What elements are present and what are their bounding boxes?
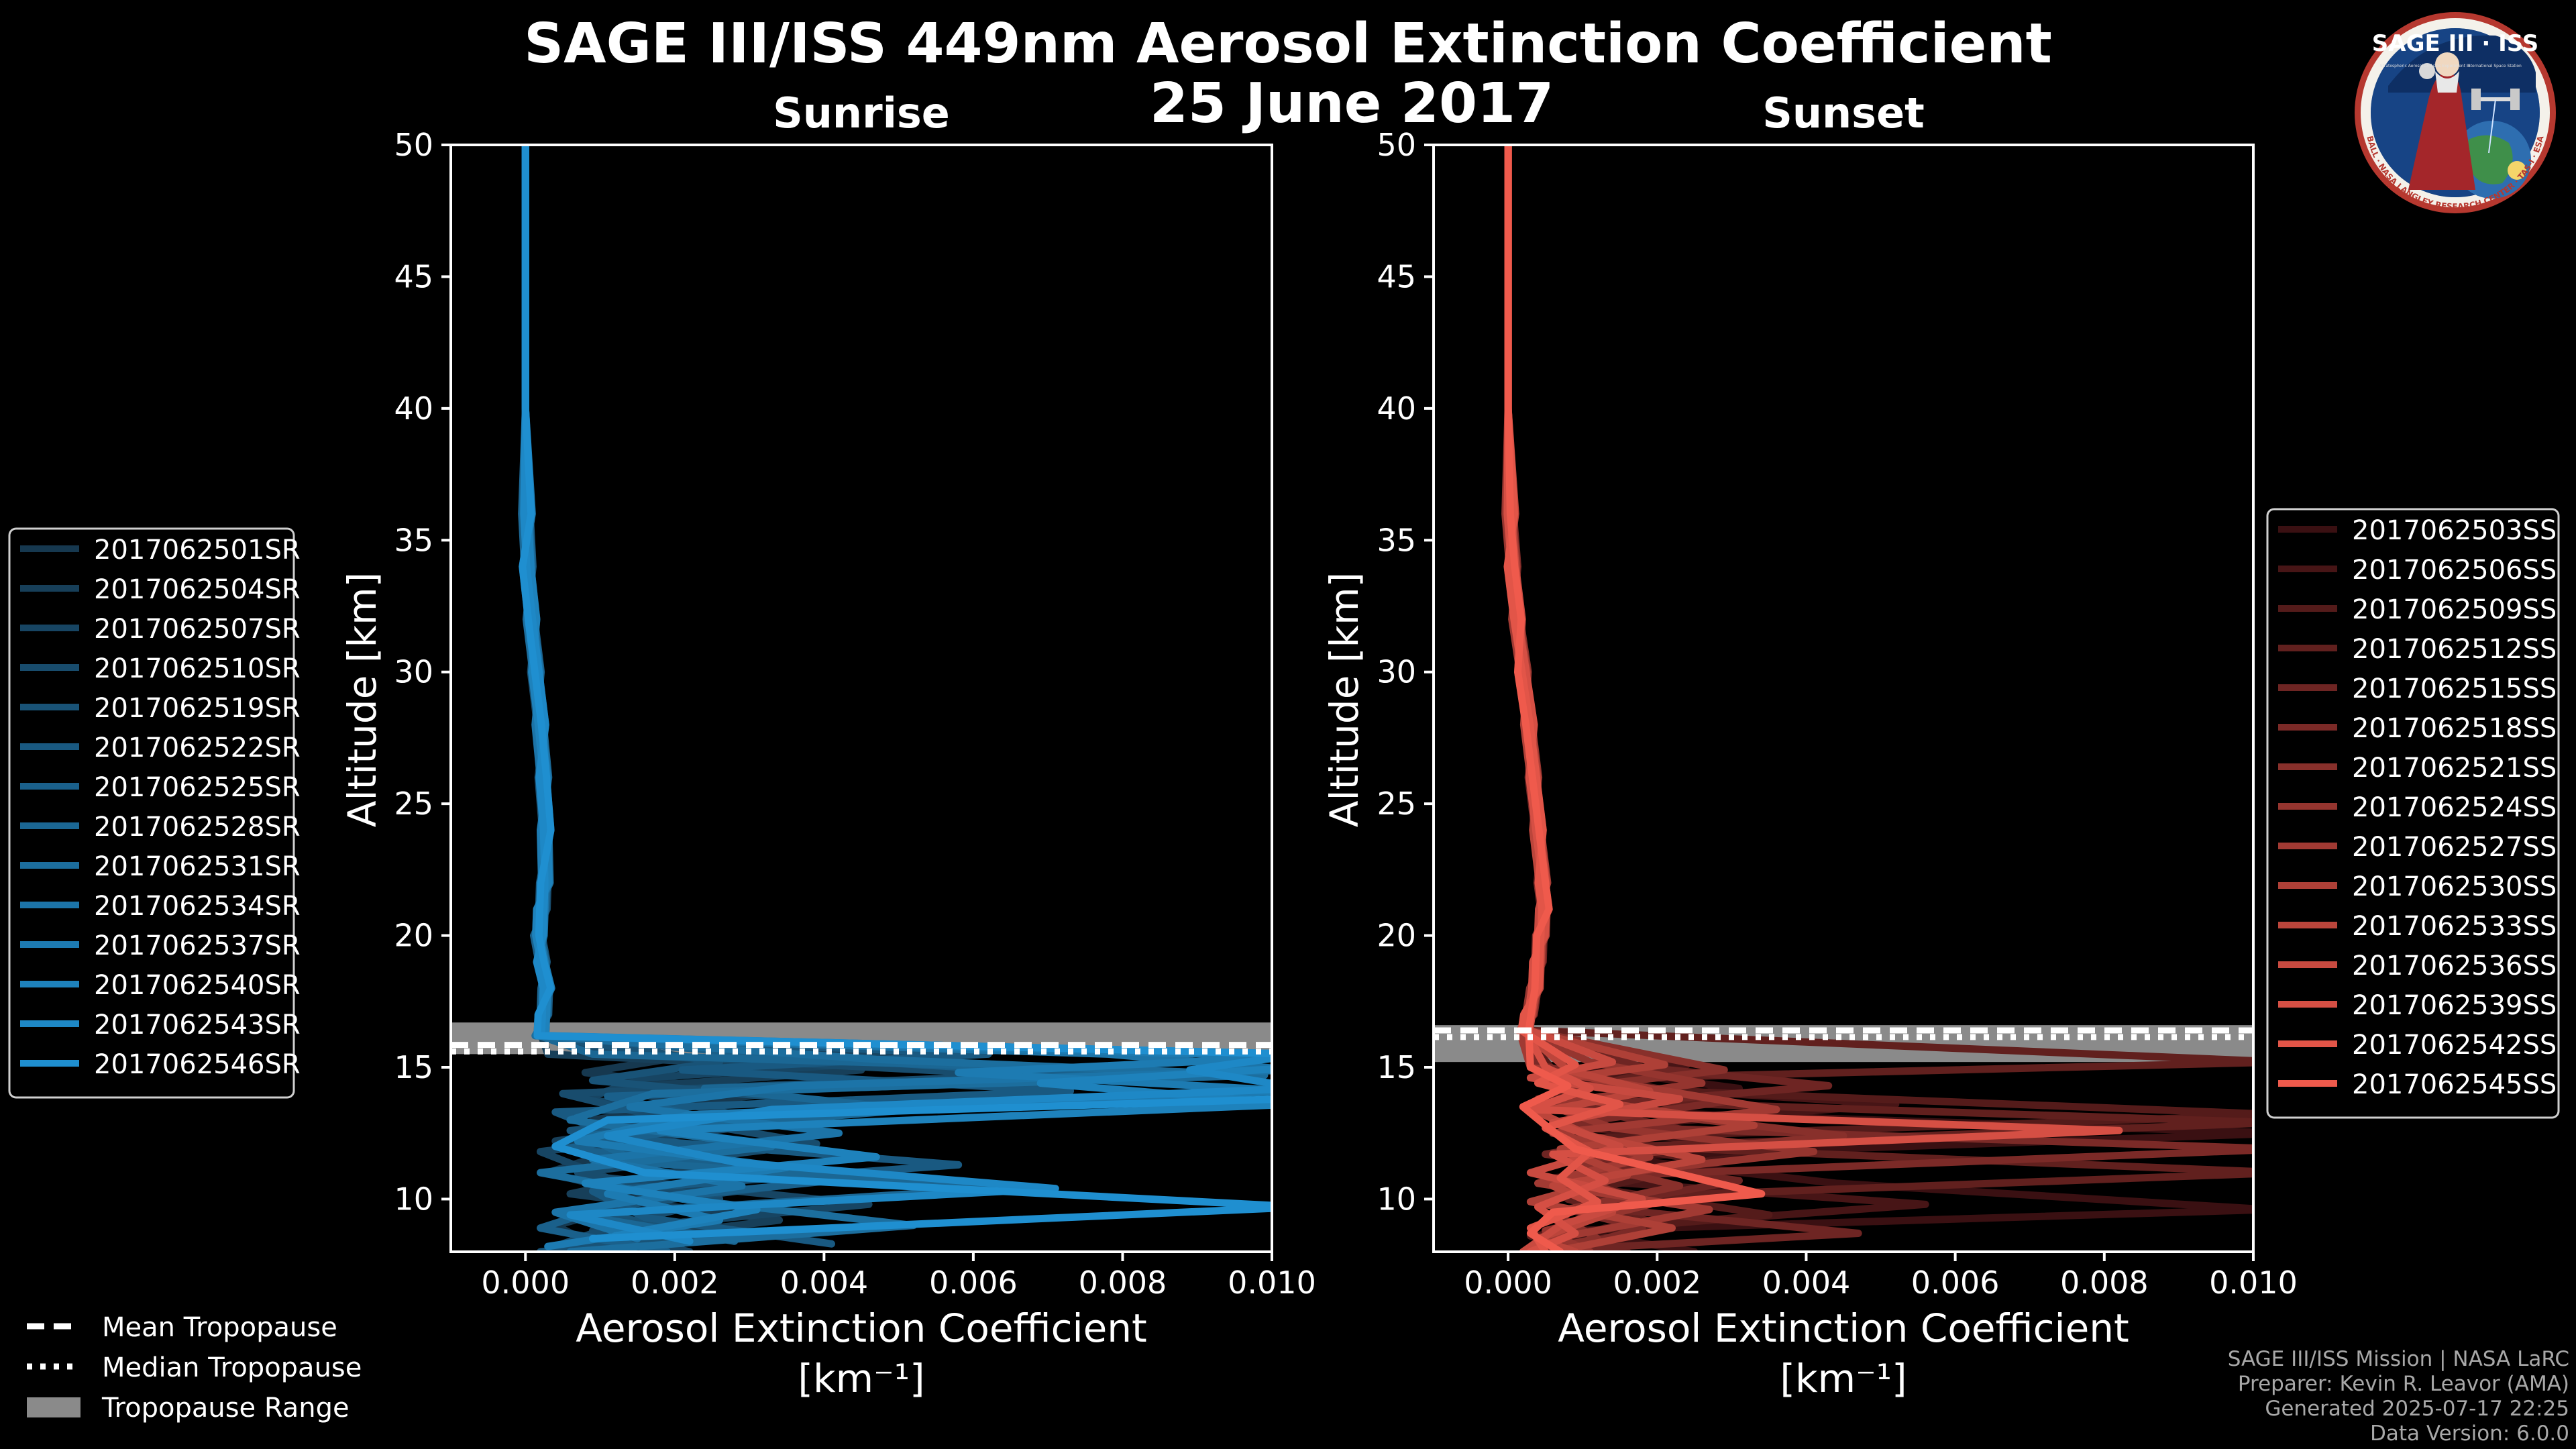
sunset-y-tick-label: 10 [1377, 1181, 1416, 1217]
sunset-panel-title: Sunset [1762, 89, 1925, 138]
logo-small-left: Stratospheric Aerosol and Gas Experiment… [2380, 64, 2471, 68]
main-title-line1: SAGE III/ISS 449nm Aerosol Extinction Co… [524, 12, 2052, 76]
sunrise-legend-box [8, 527, 295, 1099]
sunrise-y-tick-label: 35 [394, 522, 433, 558]
sunrise-y-tick-label: 50 [394, 127, 433, 163]
sunrise-legend-label: 2017062546SR [94, 1049, 301, 1080]
main-title-line2: 25 June 2017 [1150, 72, 1554, 136]
sunrise-legend-label: 2017062531SR [94, 851, 301, 882]
credits-mission: SAGE III/ISS Mission | NASA LaRC [2228, 1347, 2569, 1371]
sunset-y-tick-label: 45 [1377, 258, 1416, 294]
sunrise-panel-title: Sunrise [773, 89, 950, 138]
sunset-legend-label: 2017062506SS [2352, 555, 2557, 586]
credits-generated: Generated 2025-07-17 22:25 [2265, 1397, 2569, 1421]
sunrise-x-tick-label: 0.004 [780, 1265, 869, 1301]
sunrise-legend-label: 2017062519SR [94, 693, 301, 724]
sunrise-legend-label: 2017062528SR [94, 812, 301, 843]
sunset-legend-label: 2017062515SS [2352, 674, 2557, 704]
sunrise-series-legend: 2017062501SR 2017062504SR 2017062507SR 2017… [8, 527, 301, 1099]
sunrise-x-tick-label: 0.000 [481, 1265, 570, 1301]
sunrise-y-tick-label: 20 [394, 918, 433, 954]
sunset-y-tick-label: 40 [1377, 390, 1416, 427]
sunrise-legend-label: 2017062522SR [94, 733, 301, 763]
sunrise-series-line-2017062546SR [519, 145, 1272, 1242]
sunset-x-tick-label: 0.002 [1613, 1265, 1701, 1301]
sunset-legend-label: 2017062536SS [2352, 951, 2557, 981]
moon-icon [2419, 63, 2435, 79]
sunset-chart: 10 15 20 25 30 35 40 45 50 0.000 0.002 0.004 0.006 0.… [1377, 127, 2297, 1301]
tropopause-range-swatch [27, 1397, 80, 1417]
sunrise-legend-label: 2017062507SR [94, 614, 301, 645]
sunrise-legend-label: 2017062534SR [94, 891, 301, 922]
sunrise-x-axis-label-line2: [km⁻¹] [798, 1356, 924, 1401]
sunrise-y-tick-label: 40 [394, 390, 433, 427]
sunset-legend-label: 2017062503SS [2352, 515, 2557, 546]
sunset-y-axis-label: Altitude [km] [1322, 572, 1367, 827]
sunrise-legend-label: 2017062504SR [94, 574, 301, 605]
sun-icon [2508, 161, 2526, 180]
sunset-series-legend: 2017062503SS 2017062506SS 2017062509SS 2017… [2266, 508, 2560, 1119]
sunrise-legend-label: 2017062525SR [94, 772, 301, 803]
sunset-y-tick-label: 20 [1377, 918, 1416, 954]
sunset-y-tick-label: 35 [1377, 522, 1416, 558]
median-tropopause-label: Median Tropopause [102, 1352, 362, 1383]
credits: SAGE III/ISS Mission | NASA LaRC Prepare… [2228, 1347, 2569, 1446]
sunrise-y-tick-label: 25 [394, 786, 433, 822]
sunset-x-tick-label: 0.004 [1762, 1265, 1851, 1301]
sunset-legend-label: 2017062509SS [2352, 594, 2557, 625]
sunrise-y-tick-label: 45 [394, 258, 433, 294]
sunrise-y-tick-label: 10 [394, 1181, 433, 1217]
sunset-legend-label: 2017062521SS [2352, 753, 2557, 784]
sunset-legend-label: 2017062518SS [2352, 713, 2557, 744]
sunrise-x-tick-label: 0.008 [1079, 1265, 1167, 1301]
sunrise-legend-label: 2017062543SR [94, 1010, 301, 1040]
sunrise-y-tick-label: 30 [394, 654, 433, 690]
astronomer-figure-icon [2408, 72, 2475, 190]
mean-tropopause-label: Mean Tropopause [102, 1312, 337, 1343]
sunrise-y-tick-label: 15 [394, 1049, 433, 1085]
space-station-icon [2471, 89, 2520, 154]
sage-iii-iss-mission-logo: SAGE III · ISS Stratospheric Aerosol and… [2355, 12, 2556, 213]
sunset-legend-box [2266, 508, 2560, 1119]
sunset-x-tick-label: 0.010 [2209, 1265, 2298, 1301]
sunset-legend-label: 2017062545SS [2352, 1069, 2557, 1100]
sunrise-x-tick-label: 0.006 [929, 1265, 1018, 1301]
sunrise-legend-label: 2017062510SR [94, 653, 301, 684]
credits-preparer: Preparer: Kevin R. Leavor (AMA) [2238, 1372, 2569, 1396]
sunrise-legend-label: 2017062537SR [94, 930, 301, 961]
sunset-y-tick-label: 30 [1377, 654, 1416, 690]
sunset-legend-label: 2017062533SS [2352, 911, 2557, 942]
sunset-plot-frame [1432, 144, 2255, 1253]
tropopause-legend: Mean Tropopause Median Tropopause Tropop… [27, 1312, 362, 1424]
sunrise-legend-label: 2017062501SR [94, 535, 301, 566]
credits-data-version: Data Version: 6.0.0 [2370, 1421, 2569, 1446]
sunrise-x-tick-label: 0.010 [1228, 1265, 1316, 1301]
sunrise-x-tick-label: 0.002 [631, 1265, 719, 1301]
sunset-legend-label: 2017062530SS [2352, 871, 2557, 902]
sunset-legend-label: 2017062512SS [2352, 634, 2557, 665]
sunset-legend-label: 2017062524SS [2352, 792, 2557, 823]
logo-title: SAGE III · ISS [2372, 30, 2538, 57]
sunrise-y-axis-label: Altitude [km] [339, 572, 385, 827]
sunset-y-tick-label: 25 [1377, 786, 1416, 822]
sunrise-x-axis-label-line1: Aerosol Extinction Coefficient [576, 1305, 1147, 1351]
sunset-legend-label: 2017062542SS [2352, 1030, 2557, 1061]
sunset-y-tick-label: 15 [1377, 1049, 1416, 1085]
sunset-legend-label: 2017062527SS [2352, 832, 2557, 863]
tropopause-range-label: Tropopause Range [101, 1393, 350, 1424]
sunset-x-tick-label: 0.000 [1464, 1265, 1552, 1301]
logo-small-right: International Space Station [2467, 64, 2522, 68]
sunset-series-line-2017062545SS [1504, 145, 1766, 1252]
sunrise-chart: 10 15 20 25 30 35 40 45 50 0.000 0.002 0.004 0.006 0.… [394, 127, 1316, 1301]
sunrise-plot-frame [449, 144, 1273, 1253]
sunset-x-tick-label: 0.006 [1911, 1265, 2000, 1301]
sunset-y-tick-label: 50 [1377, 127, 1416, 163]
sunset-legend-label: 2017062539SS [2352, 990, 2557, 1021]
sunset-x-axis-label-line2: [km⁻¹] [1780, 1356, 1907, 1401]
sunrise-legend-label: 2017062540SR [94, 970, 301, 1001]
sunset-x-axis-label-line1: Aerosol Extinction Coefficient [1558, 1305, 2129, 1351]
sunset-x-tick-label: 0.008 [2060, 1265, 2149, 1301]
